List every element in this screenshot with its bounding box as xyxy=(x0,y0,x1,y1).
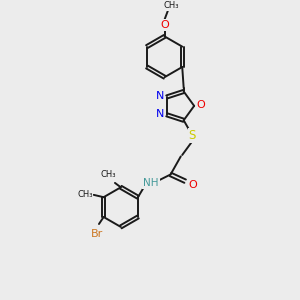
Text: N: N xyxy=(156,92,164,101)
Text: Br: Br xyxy=(91,230,103,239)
Text: CH₃: CH₃ xyxy=(77,190,93,200)
Text: N: N xyxy=(156,109,164,119)
Text: CH₃: CH₃ xyxy=(100,170,116,179)
Text: S: S xyxy=(189,129,196,142)
Text: O: O xyxy=(197,100,206,110)
Text: O: O xyxy=(189,180,197,190)
Text: CH₃: CH₃ xyxy=(163,1,179,10)
Text: O: O xyxy=(160,20,169,30)
Text: NH: NH xyxy=(143,178,159,188)
